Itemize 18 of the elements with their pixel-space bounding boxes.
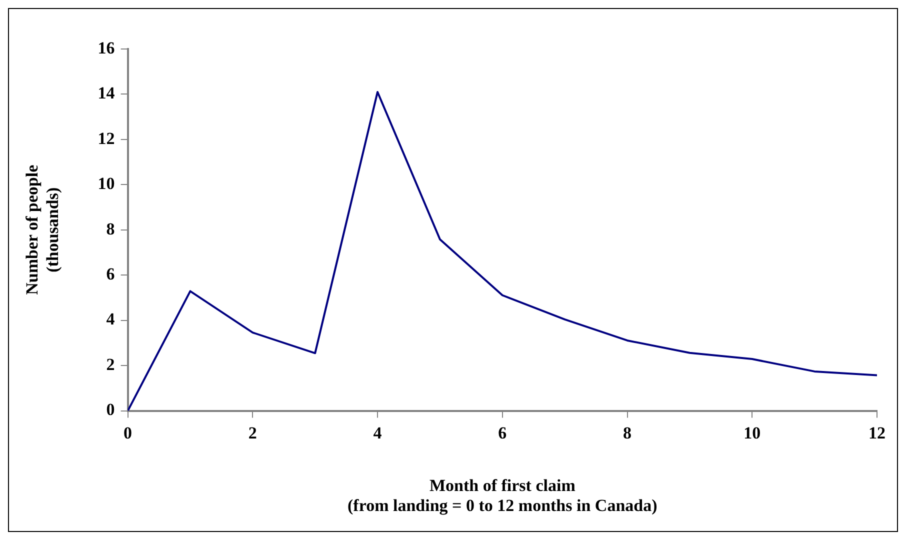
y-tick-label: 8 <box>106 219 115 238</box>
x-tick-label: 4 <box>373 423 382 442</box>
y-tick-label: 14 <box>98 84 116 103</box>
y-tick-label: 2 <box>106 354 115 374</box>
x-tick-label: 12 <box>868 423 886 442</box>
y-tick-label: 4 <box>106 310 116 329</box>
x-tick-label: 6 <box>498 423 507 442</box>
y-axis-title: Number of people (thousands) <box>22 164 62 295</box>
y-tick-label: 16 <box>98 38 115 58</box>
y-tick-label: 0 <box>106 400 115 420</box>
y-tick-label: 10 <box>98 174 115 194</box>
x-axis-title: Month of first claim (from landing = 0 to 12 months in Canada) <box>348 476 658 516</box>
x-tick-label: 0 <box>124 423 132 442</box>
y-tick-label: 6 <box>106 264 115 284</box>
y-tick-label: 12 <box>98 128 115 148</box>
x-tick-label: 2 <box>248 423 257 442</box>
x-tick-label: 8 <box>623 423 632 442</box>
x-tick-label: 10 <box>744 423 761 442</box>
